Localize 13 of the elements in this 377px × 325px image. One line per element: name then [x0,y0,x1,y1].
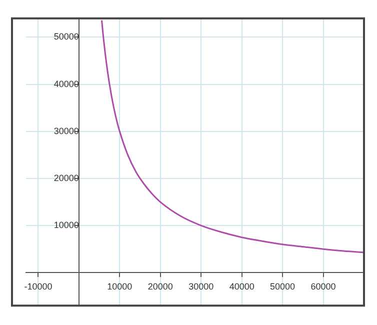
x-tick-label: 60000 [310,282,336,292]
y-tick-label: 20000 [54,172,79,183]
y-tick-label: 10000 [54,220,79,230]
line-series [100,20,364,254]
x-tick-label: 30000 [188,282,214,292]
x-tick-label: 50000 [270,282,296,292]
x-tick-label: 10000 [107,282,132,292]
y-tick-label: 50000 [54,32,79,42]
x-tick-label: 40000 [229,282,254,292]
x-tick-label: -10000 [24,282,52,292]
y-tick-label: 30000 [54,126,79,136]
x-tick-label: 20000 [148,282,173,292]
y-tick-label: 40000 [54,78,79,89]
